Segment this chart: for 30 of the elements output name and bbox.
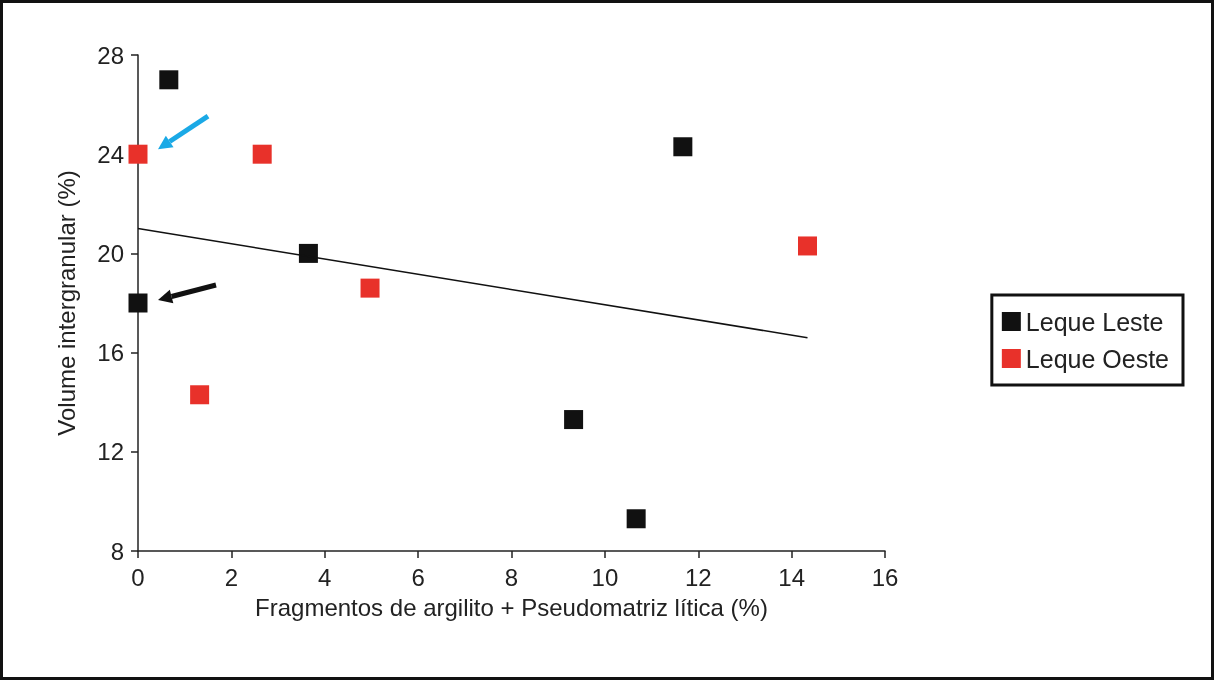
x-tick-label: 4	[318, 563, 332, 591]
point	[252, 144, 272, 164]
y-axis-title: Volume intergranular (%)	[52, 170, 80, 436]
legend-label: Leque Oeste	[1025, 344, 1170, 373]
point	[360, 278, 380, 298]
y-tick-label: 24	[97, 140, 124, 168]
x-axis-title: Fragmentos de argilito + Pseudomatriz lítica (%)	[255, 593, 768, 621]
x-tick-label: 6	[411, 563, 425, 591]
x-tick-label: 16	[871, 563, 899, 591]
y-tick-label: 20	[97, 239, 124, 267]
point	[128, 293, 148, 313]
point	[128, 144, 148, 164]
y-tick-label: 16	[97, 339, 124, 367]
point	[626, 509, 646, 529]
legend-label: Leque Leste	[1025, 307, 1164, 336]
point	[673, 137, 693, 157]
y-tick-label: 28	[97, 41, 124, 69]
x-tick-label: 10	[591, 563, 619, 591]
x-tick-label: 0	[131, 563, 145, 591]
x-tick-label: 8	[504, 563, 519, 591]
y-tick-label: 12	[97, 438, 124, 466]
point	[298, 243, 318, 263]
point	[564, 410, 584, 430]
x-tick-label: 2	[224, 563, 239, 591]
point	[159, 70, 179, 90]
point	[798, 236, 817, 256]
x-tick-label: 14	[778, 563, 805, 591]
point	[190, 385, 210, 405]
x-tick-label: 12	[684, 563, 712, 591]
y-tick-label: 8	[110, 537, 124, 565]
